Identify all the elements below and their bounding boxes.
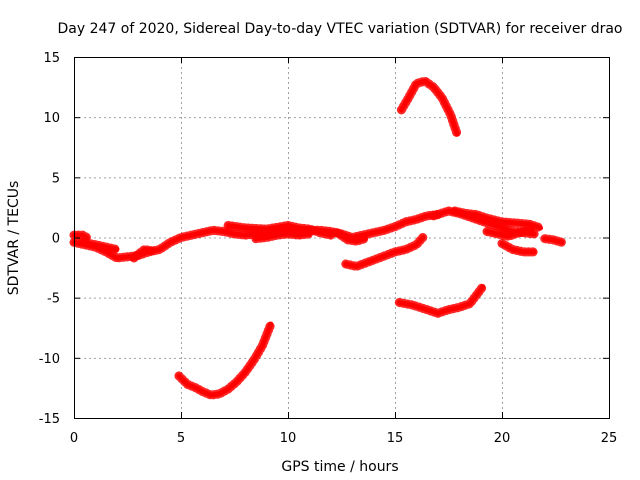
tick-layer (74, 57, 610, 419)
series-arc-start-b-points (78, 237, 122, 254)
y-axis-label: SDTVAR / TECUs (6, 181, 22, 296)
chart-title: Day 247 of 2020, Sidereal Day-to-day VTE… (57, 21, 622, 37)
series-arc-high-points (396, 76, 462, 139)
series-arc-dip-points (129, 245, 156, 263)
series-arc-start-a-points (69, 230, 92, 242)
x-tick-label: 10 (280, 431, 297, 446)
x-tick-label: 5 (177, 431, 185, 446)
y-tick-label: 5 (52, 171, 60, 186)
series-arc-late-d-points (497, 239, 539, 257)
grid-layer (74, 57, 609, 418)
y-tick-label: -10 (39, 352, 60, 367)
x-axis-label: GPS time / hours (281, 459, 398, 475)
series-arc-end-points (540, 234, 567, 247)
x-tick-label: 25 (601, 431, 618, 446)
series-arc-mid-a-points (223, 221, 336, 240)
series-arc-mid-c-points (332, 228, 370, 246)
y-tick-label: -5 (47, 292, 60, 307)
y-tick-label: 0 (52, 232, 60, 247)
series-arc-late-c-points (482, 224, 537, 241)
y-tick-label: -15 (39, 412, 60, 427)
tick-label-layer: 0 5 10 15 20 25 -15 -10 -5 0 5 10 15 (39, 51, 618, 446)
series-arc-low-mid-points (394, 282, 488, 318)
x-tick-label: 0 (70, 431, 78, 446)
series-layer (69, 76, 567, 400)
y-tick-label: 15 (43, 51, 60, 66)
series-arc-rise-points (341, 233, 428, 271)
x-tick-label: 15 (387, 431, 404, 446)
series-arc-deep-points (174, 319, 276, 400)
series-arc-late-b-points (450, 206, 545, 233)
series-arc-mid-b-points (251, 229, 314, 244)
y-tick-label: 10 (43, 111, 60, 126)
x-tick-label: 20 (494, 431, 511, 446)
